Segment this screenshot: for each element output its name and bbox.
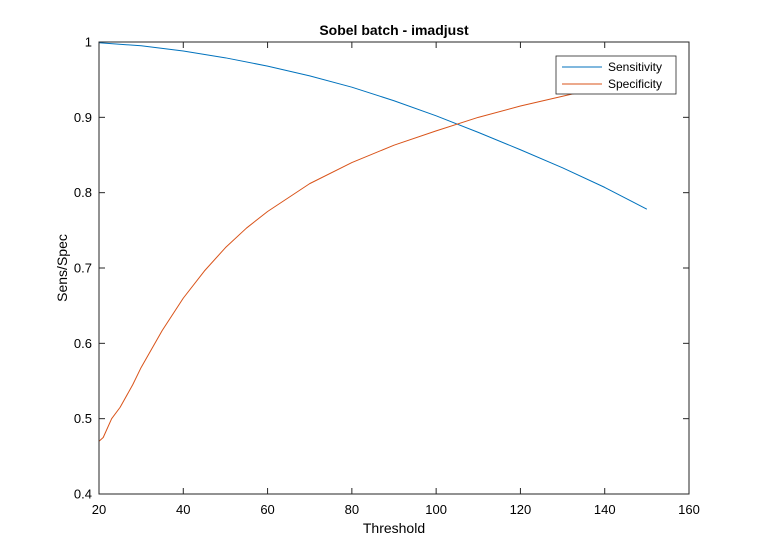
y-tick-label: 0.6: [74, 336, 92, 351]
y-tick-label: 0.8: [74, 185, 92, 200]
x-axis-label: Threshold: [363, 520, 425, 536]
series-layer: [99, 42, 648, 442]
x-tick-label: 40: [176, 502, 190, 517]
plot-area: [99, 42, 689, 494]
chart-title: Sobel batch - imadjust: [319, 22, 469, 38]
x-tick-label: 80: [345, 502, 359, 517]
series-line-specificity: [99, 77, 647, 442]
y-tick-label: 0.4: [74, 487, 92, 502]
y-tick-label: 0.7: [74, 261, 92, 276]
x-tick-label: 100: [425, 502, 447, 517]
x-tick-label: 60: [260, 502, 274, 517]
x-tick-label: 120: [510, 502, 532, 517]
y-tick-label: 0.5: [74, 411, 92, 426]
legend-box: [555, 55, 677, 95]
legend-label-sensitivity: Sensitivity: [608, 60, 662, 74]
legend-label-specificity: Specificity: [608, 77, 662, 91]
legend: Sensitivity Specificity: [555, 55, 677, 95]
x-tick-label: 160: [678, 502, 700, 517]
x-tick-label: 20: [92, 502, 106, 517]
y-tick-label: 1: [85, 35, 92, 50]
y-axis-label: Sens/Spec: [54, 234, 70, 302]
x-tick-label: 140: [594, 502, 616, 517]
series-line-sensitivity: [99, 42, 648, 210]
y-tick-label: 0.9: [74, 110, 92, 125]
ticks-layer: 20 40 60 80 100 120 140 160 0.4 0.5 0.6 0.7 0.8 0.9 1: [74, 35, 700, 518]
